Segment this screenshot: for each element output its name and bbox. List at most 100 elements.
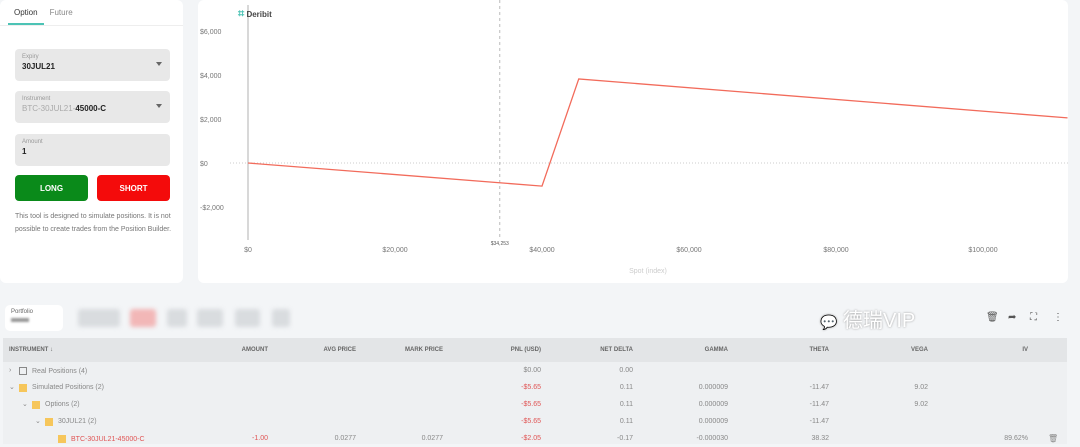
x-tick-label: $100,000 [968,247,997,254]
y-tick-label: $2,000 [200,117,222,124]
column-header[interactable]: MARK PRICE [404,347,443,353]
share-icon[interactable]: ➦ [1008,312,1017,323]
x-tick-label: $60,000 [676,247,701,254]
portfolio-toolbar: Portfolio 💬 德瑞VIP [0,300,1080,336]
row-checkbox[interactable] [32,400,40,409]
table-row[interactable]: ⌄ 30JUL21 (2) -$5.65 0.11 0.000009 -11.47 [3,413,1067,430]
instrument-select[interactable]: Instrument BTC-30JUL21-45000-C [15,91,170,123]
instrument-name: Real Positions (4) [32,367,88,375]
fullscreen-icon[interactable]: ⛶ [1030,312,1037,323]
table-row[interactable]: › Real Positions (4) $0.00 0.00 [3,362,1067,379]
deribit-logo: ⌗ Deribit [238,8,272,21]
table-row[interactable]: BTC-30JUL21-45000-C -1.00 0.0277 0.0277 -$2.… [3,430,1067,447]
summary-stat [167,309,187,327]
expand-chevron-icon[interactable]: ⌄ [22,401,28,409]
table-header: INSTRUMENT ↓ AMOUNT AVG PRICE MARK PRICE PNL… [3,338,1067,362]
column-header[interactable]: VEGA [910,347,928,353]
delta-cell: -0.17 [617,435,633,442]
vega-cell: 9.02 [914,384,928,391]
vega-cell: 9.02 [914,401,928,408]
pnl-cell: -$5.65 [521,418,541,425]
row-checkbox[interactable] [19,383,27,392]
delta-cell: 0.11 [619,401,633,408]
x-tick-label: $0 [244,247,252,254]
portfolio-selector[interactable]: Portfolio [5,305,63,331]
trash-icon[interactable]: 🗑 [986,312,999,323]
positions-table: INSTRUMENT ↓ AMOUNT AVG PRICE MARK PRICE PNL… [3,338,1067,444]
iv-cell: 89.62% [1004,435,1028,442]
row-checkbox[interactable] [58,434,66,443]
summary-stat [272,309,290,327]
watermark: 💬 德瑞VIP [820,304,915,333]
chevron-down-icon [156,62,162,66]
tab-future[interactable]: Future [49,8,73,17]
y-tick-label: $0 [200,161,208,168]
mark-cell: 0.0277 [421,435,443,442]
instrument-name: 30JUL21 (2) [58,418,97,426]
row-checkbox[interactable] [45,417,53,426]
spot-marker-label: $34,253 [491,241,509,247]
expand-chevron-icon[interactable]: › [9,367,12,375]
tab-option[interactable]: Option [8,0,44,25]
instrument-name: Options (2) [45,401,80,409]
gamma-cell: -0.000030 [696,435,728,442]
pnl-cell: -$5.65 [521,384,541,391]
instrument-cell: BTC-30JUL21-45000-C [48,434,145,443]
instrument-name: Simulated Positions (2) [32,384,104,392]
expand-chevron-icon[interactable]: ⌄ [9,384,15,392]
wechat-icon: 💬 [820,314,838,330]
watermark-text: 德瑞VIP [843,310,916,332]
gamma-cell: 0.000009 [698,418,728,425]
column-header[interactable]: IV [1022,347,1028,353]
gamma-cell: 0.000009 [698,384,728,391]
theta-cell: 38.32 [811,435,829,442]
delta-cell: 0.11 [619,384,633,391]
summary-stat [130,309,156,327]
summary-stat [235,309,260,327]
short-button[interactable]: SHORT [97,175,170,201]
y-tick-label: $6,000 [200,29,222,36]
brand-name: Deribit [246,10,272,19]
column-header[interactable]: AVG PRICE [323,347,356,353]
column-header[interactable]: PNL (USD) [510,347,541,353]
column-header[interactable]: GAMMA [704,347,728,353]
delete-row-icon[interactable]: 🗑 [1048,434,1059,443]
table-row[interactable]: ⌄ Simulated Positions (2) -$5.65 0.11 0.0000… [3,379,1067,396]
y-tick-label: -$2,000 [200,205,224,212]
position-builder-panel: Option Future Expiry 30JUL21 Instrument … [0,0,183,283]
theta-cell: -11.47 [809,401,829,408]
column-header[interactable]: INSTRUMENT ↓ [9,347,53,353]
x-axis-label: Spot (index) [629,268,667,275]
deribit-icon: ⌗ [238,8,245,20]
delta-cell: 0.11 [619,418,633,425]
more-icon[interactable]: ⋮ [1053,312,1063,323]
amount-input[interactable]: Amount 1 [15,134,170,166]
expiry-label: Expiry [22,54,39,60]
column-header[interactable]: THETA [809,347,829,353]
y-tick-label: $4,000 [200,73,222,80]
column-header[interactable]: AMOUNT [241,347,268,353]
amount-label: Amount [22,139,43,145]
long-button[interactable]: LONG [15,175,88,201]
row-checkbox[interactable] [19,366,27,375]
amount-value: 1 [22,147,27,156]
table-row[interactable]: ⌄ Options (2) -$5.65 0.11 0.000009 -11.47 9.02 [3,396,1067,413]
instrument-cell: ⌄ 30JUL21 (2) [35,417,97,426]
instrument-cell: ⌄ Options (2) [22,400,80,409]
payoff-chart: $0 $20,000 $40,000 $60,000 $80,000 $100,000 $6… [198,0,1068,283]
summary-stat [78,309,120,327]
delta-cell: 0.00 [619,367,633,374]
summary-stat [197,309,223,327]
instrument-prefix: BTC-30JUL21- [22,104,76,113]
instrument-label: Instrument [22,96,51,102]
pnl-cell: -$5.65 [521,401,541,408]
instrument-value: 45000-C [75,104,107,113]
avg-cell: 0.0277 [334,435,356,442]
chevron-down-icon [156,104,162,108]
expand-chevron-icon[interactable]: ⌄ [35,418,41,426]
instrument-cell: › Real Positions (4) [9,366,88,375]
tabs: Option Future [0,0,183,26]
column-header[interactable]: NET DELTA [600,347,633,353]
expiry-select[interactable]: Expiry 30JUL21 [15,49,170,81]
pnl-cell: $0.00 [523,367,541,374]
